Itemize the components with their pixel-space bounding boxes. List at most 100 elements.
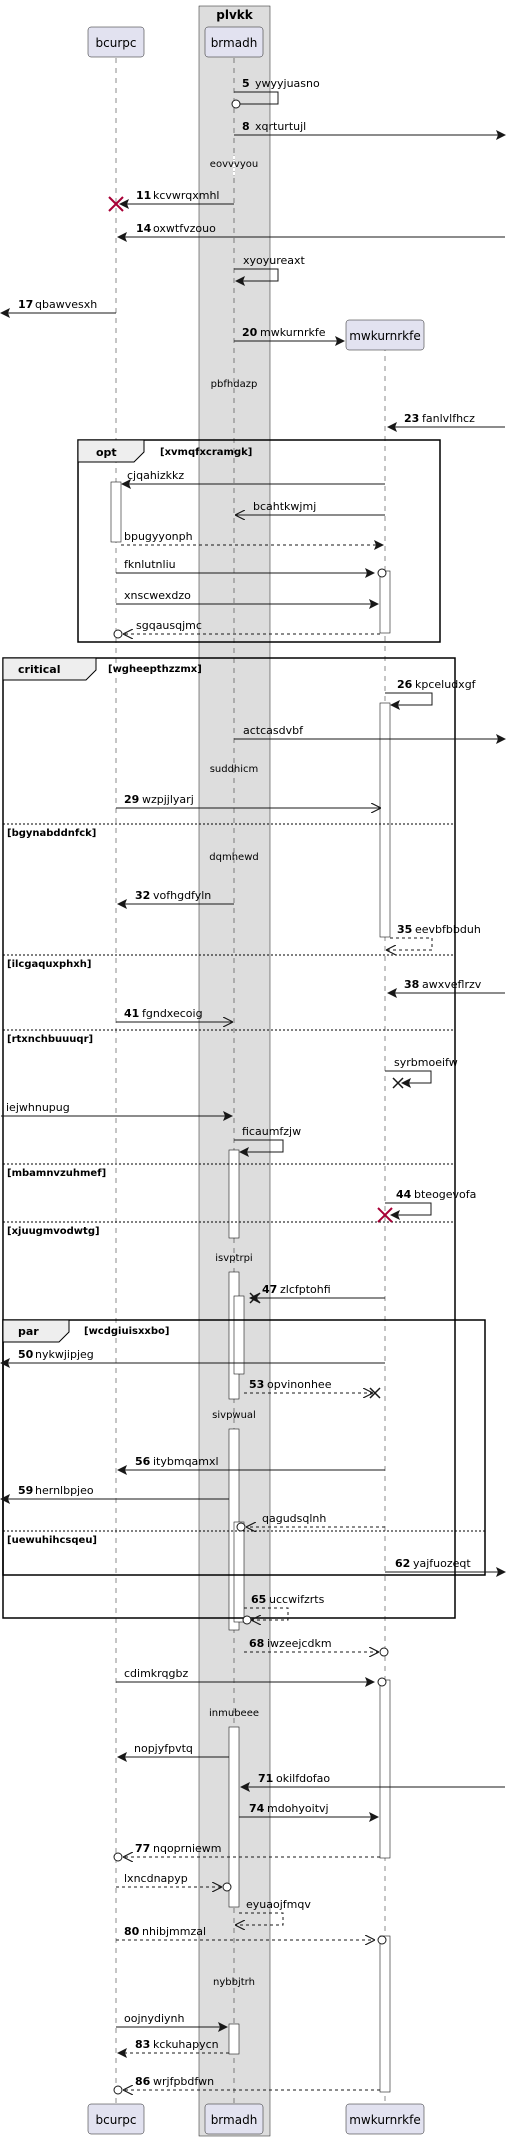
divider-label: eovvvyou: [210, 159, 258, 170]
message-number: 41: [124, 1007, 139, 1020]
message-38: 38 awxveflrzv: [387, 978, 505, 998]
else-guard: [xjuugmvodwtg]: [7, 1226, 100, 1237]
delay-divider: pbfhdazp: [211, 379, 258, 390]
message-text: ywyyjuasno: [255, 77, 320, 90]
message-text: nhibjmmzal: [142, 1925, 206, 1938]
message-text: itybmqamxl: [153, 1455, 219, 1468]
message-number: 65: [251, 1593, 266, 1606]
message-number: 59: [18, 1484, 33, 1497]
participant-brmadh-bottom[interactable]: brmadh: [204, 2103, 264, 2135]
message-text: qagudsqlnh: [262, 1512, 326, 1525]
activation-bar: [379, 1679, 391, 1859]
delay-divider: suddhicm: [210, 764, 259, 775]
message-11: 11 kcvwrqxmhl: [119, 189, 234, 209]
message-text: bcahtkwjmj: [253, 500, 316, 513]
message-86: 86 wrjfpbdfwn: [113, 2075, 380, 2094]
message-text: kpceludxgf: [415, 678, 477, 691]
message-text: hernlbpjeo: [35, 1484, 94, 1497]
message-50: 50 nykwjipjeg: [0, 1348, 385, 1368]
else-separator: [mbamnvzuhmef]: [3, 1163, 455, 1179]
message-77: 77 nqoprniewm: [113, 1842, 380, 1861]
message-35: 35 eevbfbbduh: [387, 923, 481, 950]
participant-bcurpc-top[interactable]: bcurpc: [87, 26, 145, 58]
message-number: 8: [242, 120, 250, 133]
message-number: 53: [249, 1378, 264, 1391]
fragment-guard: [xvmqfxcramgk]: [160, 447, 252, 458]
participant-mwkurnrkfe-bottom[interactable]: mwkurnrkfe: [345, 2103, 425, 2135]
fragment-critical: critical [wgheepthzzmx]: [2, 657, 456, 1619]
else-separator: [uewuhihcsqeu]: [3, 1530, 485, 1546]
message-text: xnscwexdzo: [124, 589, 191, 602]
message-text: uccwifzrts: [269, 1593, 325, 1606]
message-qagudsqlnh: qagudsqlnh: [236, 1512, 385, 1531]
message-text: eevbfbbduh: [415, 923, 481, 936]
message-56: 56 itybmqamxl: [117, 1455, 385, 1475]
else-guard: [mbamnvzuhmef]: [7, 1168, 106, 1179]
message-iejwhnupug: iejwhnupug: [1, 1101, 233, 1121]
else-separator: [xjuugmvodwtg]: [3, 1221, 455, 1237]
message-20: 20 mwkurnrkfe: [234, 326, 345, 346]
message-text: bteogevofa: [414, 1188, 476, 1201]
message-number: 56: [135, 1455, 151, 1468]
message-text: eyuaojfmqv: [246, 1898, 311, 1911]
message-44: 44 bteogevofa: [385, 1188, 476, 1220]
message-text: bpugyyonph: [124, 530, 193, 543]
else-separator: [rtxnchbuuuqr]: [3, 1029, 455, 1045]
message-text: oojnydiynh: [124, 2012, 185, 2025]
message-32: 32 vofhgdfyln: [117, 889, 234, 909]
message-text: cjqahizkkz: [127, 469, 184, 482]
message-text: fknlutnliu: [124, 558, 176, 571]
activation-bar: [228, 2023, 240, 2055]
message-text: xqrturtujl: [255, 120, 306, 133]
else-guard: [bgynabddnfck]: [7, 828, 96, 839]
message-number: 23: [404, 412, 419, 425]
activation-bar: [228, 1726, 240, 1908]
message-number: 47: [262, 1283, 277, 1296]
message-47: 47 zlcfptohfi: [249, 1283, 385, 1304]
participant-mwkurnrkfe-created[interactable]: mwkurnrkfe: [345, 319, 425, 351]
message-14: 14 oxwtfvzouo: [117, 222, 505, 242]
message-number: 29: [124, 793, 139, 806]
participant-label: mwkurnrkfe: [349, 329, 421, 343]
message-text: nykwjipjeg: [35, 1348, 94, 1361]
message-text: ficaumfzjw: [242, 1125, 301, 1138]
delay-divider: sivpwual: [212, 1410, 256, 1421]
message-number: 62: [395, 1557, 410, 1570]
message-text: qbawvesxh: [35, 298, 97, 311]
message-text: fanlvlfhcz: [422, 412, 475, 425]
destroy-x-icon: [108, 196, 124, 212]
delay-divider: isvptrpi: [215, 1253, 252, 1264]
message-lxncdnapyp: lxncdnapyp: [116, 1872, 232, 1891]
message-text: mdohyoitvj: [267, 1802, 329, 1815]
participant-label: brmadh: [211, 2113, 258, 2127]
message-text: wrjfpbdfwn: [153, 2075, 214, 2088]
message-53: 53 opvinonhee: [244, 1378, 381, 1399]
message-text: awxveflrzv: [422, 978, 482, 991]
divider-label: sivpwual: [212, 1410, 256, 1421]
message-65: 65 uccwifzrts: [242, 1593, 325, 1624]
message-71: 71 okilfdofao: [240, 1772, 505, 1792]
message-oojnydiynh: oojnydiynh: [116, 2012, 228, 2032]
message-text: cdimkrqgbz: [124, 1667, 188, 1680]
message-5: 5 ywyyjuasno: [231, 77, 320, 109]
message-number: 17: [18, 298, 33, 311]
message-fknlutnliu: fknlutnliu: [116, 558, 387, 578]
message-text: xyoyureaxt: [243, 254, 306, 267]
message-41: 41 fgndxecoig: [116, 1007, 232, 1022]
message-text: fgndxecoig: [142, 1007, 203, 1020]
participant-brmadh-top[interactable]: brmadh: [204, 26, 264, 58]
message-text: mwkurnrkfe: [260, 326, 326, 339]
message-number: 68: [249, 1637, 264, 1650]
divider-label: suddhicm: [210, 764, 259, 775]
fragment-par: par [wcdgiuisxxbo]: [2, 1319, 486, 1576]
message-xyoyureaxt: xyoyureaxt: [234, 254, 306, 286]
message-text: lxncdnapyp: [124, 1872, 188, 1885]
message-number: 26: [397, 678, 413, 691]
message-sgqausqjmc: sgqausqjmc: [113, 619, 380, 638]
participant-bcurpc-bottom[interactable]: bcurpc: [87, 2103, 145, 2135]
message-number: 77: [135, 1842, 150, 1855]
else-guard: [uewuhihcsqeu]: [7, 1535, 97, 1546]
activation-bar: [233, 1295, 245, 1375]
participant-label: mwkurnrkfe: [349, 2113, 421, 2127]
activation-bar: [379, 570, 391, 634]
